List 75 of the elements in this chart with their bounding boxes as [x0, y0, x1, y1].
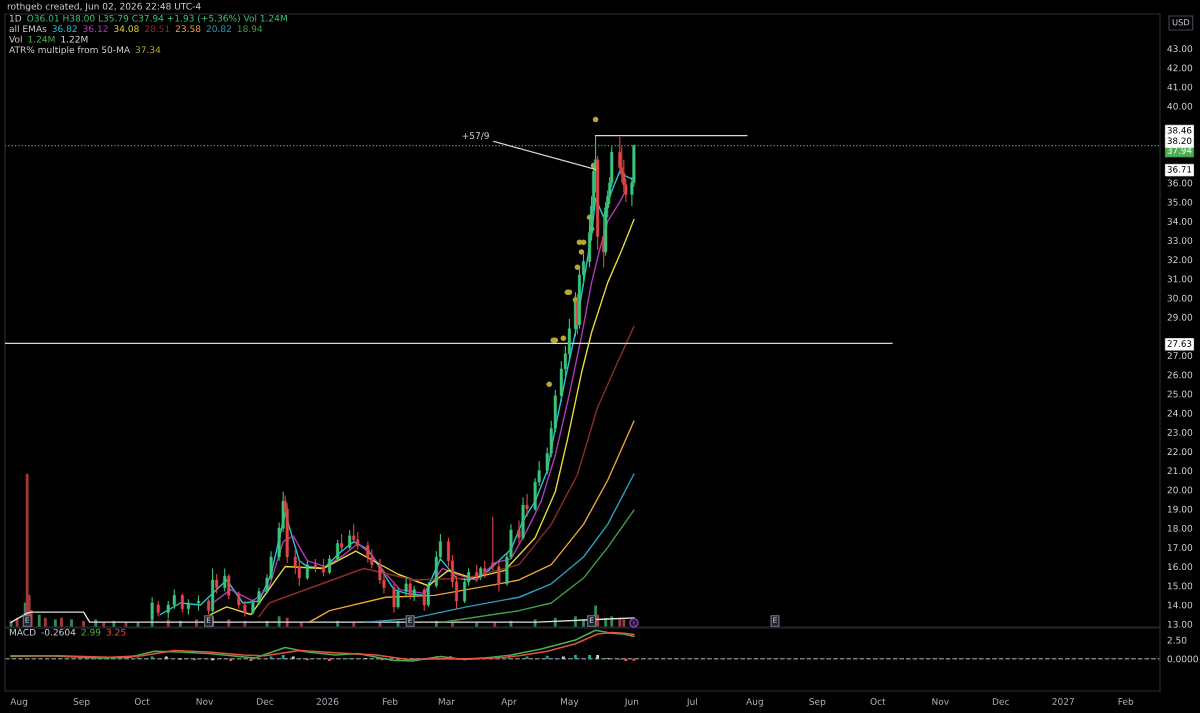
y-tick-label: 41.00: [1167, 83, 1193, 91]
x-tick-label: May: [560, 698, 579, 707]
x-tick-label: Dec: [257, 698, 274, 705]
y-tick-label: 30.00: [1167, 294, 1193, 302]
y2-tick-label: 27.63: [1167, 340, 1192, 347]
y-tick-label: 29.00: [1167, 313, 1193, 321]
y-tick-label: 35.00: [1167, 198, 1193, 206]
x-tick-label: Sep: [809, 698, 826, 707]
y-tick-label: 22.00: [1167, 448, 1193, 455]
y-tick-label: 40.00: [1167, 102, 1193, 110]
y-tick-label: 33.00: [1167, 237, 1193, 244]
text: 23.58: [175, 25, 201, 33]
annotation: +57/9: [462, 132, 489, 140]
y-tick-label: 21.00: [1167, 467, 1193, 475]
y2-tick-label: 38.46: [1167, 126, 1192, 134]
x-tick-label: Nov: [932, 698, 949, 705]
x-tick-label: Jun: [624, 698, 639, 707]
text: 18.94: [237, 25, 263, 33]
chart-title: rothgeb created, Jun 02, 2026 22:48 UTC-4: [7, 2, 201, 12]
text: 1.24M: [28, 35, 55, 43]
text: 1.22M: [61, 35, 88, 43]
text: 36.82: [52, 25, 77, 33]
y-tick-label: 27.00: [1167, 352, 1193, 360]
x-tick-label: Jul: [686, 697, 697, 707]
text: 2.99: [81, 628, 101, 636]
x-tick-label: Apr: [501, 698, 517, 707]
annotation: O36.01 H38.00 L35.79 C37.94 +1.93 (+5.36%) Vol 1.24M: [27, 14, 287, 23]
text: -0.2604: [41, 628, 76, 636]
y2-tick-label: 36.71: [1167, 166, 1192, 173]
y-tick-label: 17.00: [1167, 544, 1193, 551]
y-tick-label: 26.00: [1167, 371, 1193, 379]
x-tick-label: Sep: [73, 698, 90, 707]
chart-subtitle: 1D: [9, 14, 22, 22]
legend-title: Vol: [9, 35, 22, 43]
y-tick-label: 19.00: [1167, 505, 1193, 513]
y-tick-label: 25.00: [1167, 390, 1193, 398]
y-tick-label: 42.00: [1167, 64, 1193, 72]
x-tick-label: Oct: [870, 698, 886, 705]
y-tick-label: 36.00: [1167, 179, 1193, 187]
y-tick-label: 18.00: [1167, 524, 1193, 532]
legend-title: all EMAs: [9, 25, 47, 33]
y-tick-label: 2.50: [1167, 636, 1187, 644]
y-tick-label: 31.00: [1167, 275, 1193, 283]
y-tick-label: 14.00: [1167, 601, 1193, 609]
x-tick-label: Aug: [746, 698, 763, 707]
x-tick-label: Feb: [382, 697, 398, 705]
x-tick-label: 2026: [316, 698, 339, 705]
y-tick-label: 16.00: [1167, 563, 1193, 571]
y-tick-label: 15.00: [1167, 582, 1193, 590]
y-axis-title: USD: [1172, 19, 1190, 26]
text: 28.51: [144, 25, 170, 33]
x-tick-label: Oct: [134, 698, 150, 705]
text: 34.08: [114, 25, 139, 33]
legend-title: ATR% multiple from 50-MA: [9, 46, 130, 55]
y-tick-label: 32.00: [1167, 256, 1193, 264]
text: 3.25: [106, 628, 126, 636]
y-tick-label: 13.00: [1167, 620, 1193, 628]
y-tick-label: 24.00: [1167, 409, 1193, 417]
ref-line-label: 37.94: [1167, 147, 1192, 154]
legend-title: MACD: [9, 628, 36, 636]
x-tick-label: Feb: [1118, 697, 1134, 705]
y-tick-label: 23.00: [1167, 428, 1193, 436]
x-tick-label: Nov: [196, 698, 214, 705]
x-tick-label: Mar: [438, 698, 455, 705]
y-tick-label: 43.00: [1167, 45, 1193, 53]
x-tick-label: Aug: [10, 698, 28, 707]
text: 37.34: [135, 46, 161, 54]
y-tick-label: 0.0000: [1167, 655, 1198, 663]
text: 36.12: [83, 25, 108, 33]
text: 20.82: [206, 25, 231, 33]
y-tick-label: 20.00: [1167, 486, 1193, 494]
x-tick-label: 2027: [1052, 698, 1074, 705]
x-tick-label: Dec: [992, 698, 1009, 705]
y-tick-label: 34.00: [1167, 217, 1193, 225]
y2-tick-label: 38.20: [1167, 137, 1192, 145]
